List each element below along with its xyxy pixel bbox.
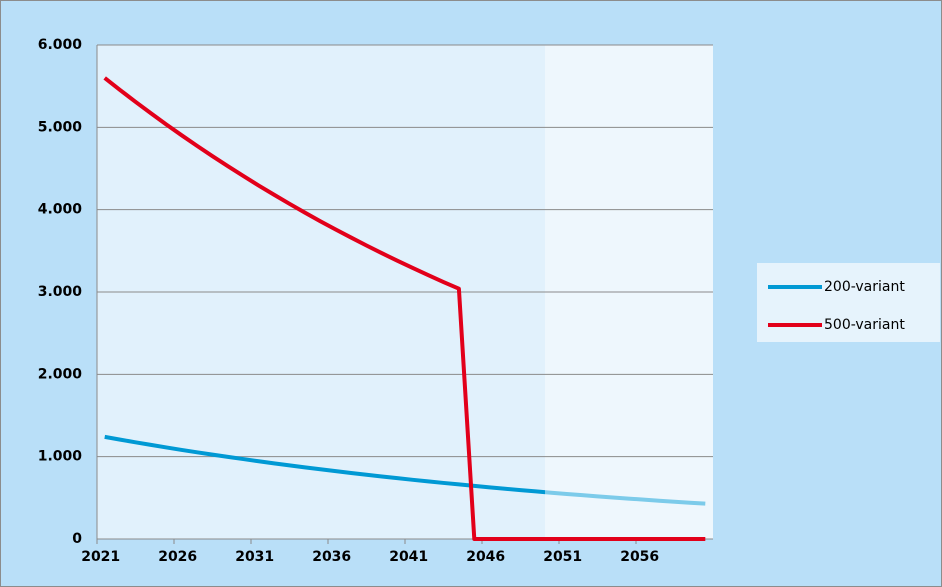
series-line xyxy=(104,434,706,506)
y-tick-label: 5.000 xyxy=(38,119,83,135)
x-tick-label: 2031 xyxy=(235,549,274,565)
x-tick-label: 2056 xyxy=(620,549,659,565)
y-tick-label: 1.000 xyxy=(38,449,83,465)
legend xyxy=(757,263,940,342)
x-tick-label: 2036 xyxy=(312,549,351,565)
y-tick-label: 2.000 xyxy=(38,366,83,382)
y-tick-label: 0 xyxy=(72,531,82,547)
series-line xyxy=(103,76,706,541)
legend-label: 500-variant xyxy=(824,317,905,333)
y-tick-label: 4.000 xyxy=(38,202,83,218)
y-tick-label: 6.000 xyxy=(38,37,83,53)
y-tick-label: 3.000 xyxy=(38,284,83,300)
x-tick-label: 2021 xyxy=(81,549,120,565)
legend-label: 200-variant xyxy=(824,279,905,295)
x-tick-label: 2046 xyxy=(466,549,505,565)
x-tick-label: 2026 xyxy=(158,549,197,565)
x-tick-label: 2051 xyxy=(543,549,582,565)
x-tick-label: 2041 xyxy=(389,549,428,565)
